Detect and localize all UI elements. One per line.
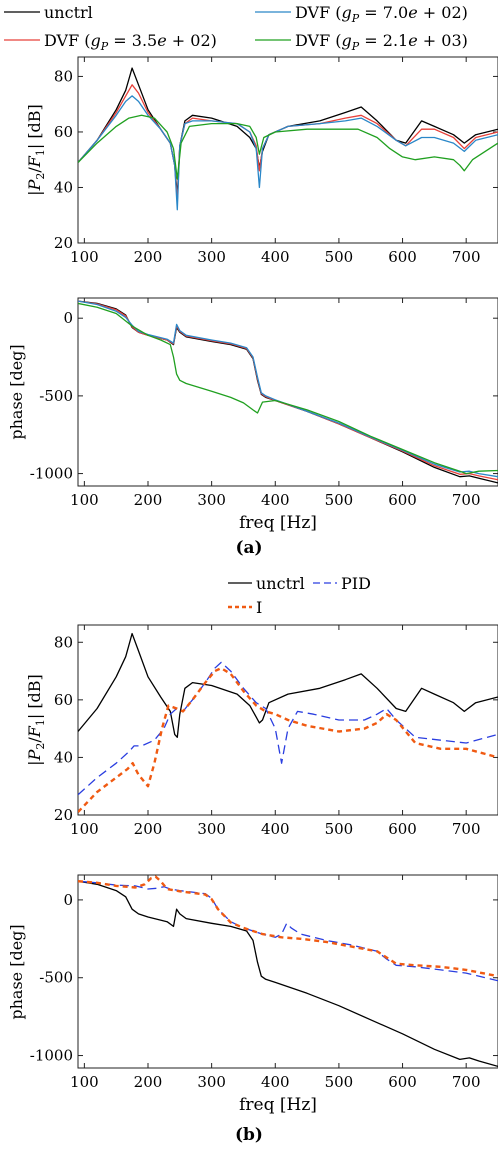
x-tick-label: 500 (325, 248, 354, 266)
series-line-i (78, 880, 498, 982)
legend-a: unctrl DVF (gP = 7.0e + 02) DVF (gP = 3.… (4, 3, 468, 53)
y-tick-label: 0 (63, 309, 73, 327)
y-tick-label: 0 (63, 891, 73, 909)
x-tick-label: 600 (388, 248, 417, 266)
x-tick-label: 300 (197, 248, 226, 266)
y-tick-label: -500 (39, 969, 73, 987)
y-tick-label: -1000 (30, 1047, 73, 1065)
x-tick-label: 200 (134, 820, 163, 838)
x-tick-label: 200 (134, 1073, 163, 1091)
y-tick-label: 40 (54, 178, 73, 196)
y-tick-label: 20 (54, 806, 73, 824)
x-tick-label: 100 (70, 1073, 99, 1091)
x-tick-label: 300 (197, 491, 226, 509)
plot-a-phase: 100 200 300 400 500 600 700 -1000 -500 0 phase [de… (7, 297, 498, 533)
legend-a-dvf350-label: DVF (gP = 3.5e + 02) (44, 31, 217, 53)
y-tick-label: 60 (54, 123, 73, 141)
series-line-unctrl (78, 632, 498, 738)
series-line-dvf-gp-7-0e-02- (78, 95, 498, 211)
legend-b: unctrl PID I (228, 574, 371, 617)
legend-a-unctrl-label: unctrl (44, 3, 93, 22)
y-tick-label: 20 (54, 234, 73, 252)
y-axis-label: |P2/F1| [dB] (25, 104, 47, 196)
x-tick-label: 100 (70, 248, 99, 266)
legend-b-unctrl-label: unctrl (256, 574, 305, 593)
x-tick-label: 400 (261, 820, 290, 838)
series-line-unctrl (78, 67, 498, 197)
x-tick-label: 400 (261, 1073, 290, 1091)
plot-b-magnitude: 100 200 300 400 500 600 700 20 40 60 80 |P2/F1| [dB… (25, 624, 498, 838)
x-axis-label: freq [Hz] (239, 513, 317, 533)
plot-a-magnitude: 100 200 300 400 500 600 700 20 40 60 80 |P2/F1| [dB… (25, 56, 498, 266)
x-tick-label: 700 (452, 1073, 481, 1091)
caption-a: (a) (235, 538, 262, 558)
plot-frame (77, 56, 498, 244)
y-tick-label: -500 (39, 387, 73, 405)
y-axis-label: phase [deg] (7, 344, 26, 439)
legend-a-dvf700-label: DVF (gP = 7.0e + 02) (295, 3, 468, 25)
x-axis-label: freq [Hz] (239, 1095, 317, 1115)
series-line-i (78, 661, 498, 796)
y-axis-label: phase [deg] (7, 924, 26, 1019)
x-tick-label: 600 (388, 820, 417, 838)
y-tick-label: 60 (54, 691, 73, 709)
x-tick-label: 200 (134, 491, 163, 509)
caption-b: (b) (235, 1125, 263, 1145)
x-tick-label: 700 (452, 248, 481, 266)
legend-a-dvf2100-label: DVF (gP = 2.1e + 03) (295, 31, 468, 53)
x-tick-label: 700 (452, 491, 481, 509)
x-tick-label: 400 (261, 248, 290, 266)
y-tick-label: 40 (54, 748, 73, 766)
plot-frame (77, 874, 498, 1069)
plot-b-phase: 100 200 300 400 500 600 700 -1000 -500 0 phase [de… (7, 874, 498, 1115)
x-tick-label: 600 (388, 491, 417, 509)
x-tick-label: 500 (325, 820, 354, 838)
plot-frame (77, 297, 498, 487)
y-tick-label: 80 (54, 633, 73, 651)
series-line-pid (78, 667, 498, 813)
x-tick-label: 200 (134, 248, 163, 266)
series-line-pid (78, 875, 498, 978)
x-tick-label: 500 (325, 1073, 354, 1091)
x-tick-label: 700 (452, 820, 481, 838)
legend-b-pid-label: I (256, 598, 262, 617)
x-tick-label: 300 (197, 1073, 226, 1091)
y-axis-label: |P2/F1| [dB] (25, 674, 47, 766)
series-line-unctrl (78, 880, 498, 1068)
x-tick-label: 600 (388, 1073, 417, 1091)
x-tick-label: 400 (261, 491, 290, 509)
series-line-dvf-gp-2-1e-03- (78, 114, 498, 180)
y-tick-label: 80 (54, 67, 73, 85)
x-tick-label: 300 (197, 820, 226, 838)
x-tick-label: 500 (325, 491, 354, 509)
series-line-dvf-gp-2-1e-03- (78, 302, 498, 475)
series-line-dvf-gp-7-0e-02- (78, 300, 498, 478)
legend-b-i-label: PID (341, 574, 371, 593)
x-tick-label: 100 (70, 820, 99, 838)
x-tick-label: 100 (70, 491, 99, 509)
y-tick-label: -1000 (30, 465, 73, 483)
